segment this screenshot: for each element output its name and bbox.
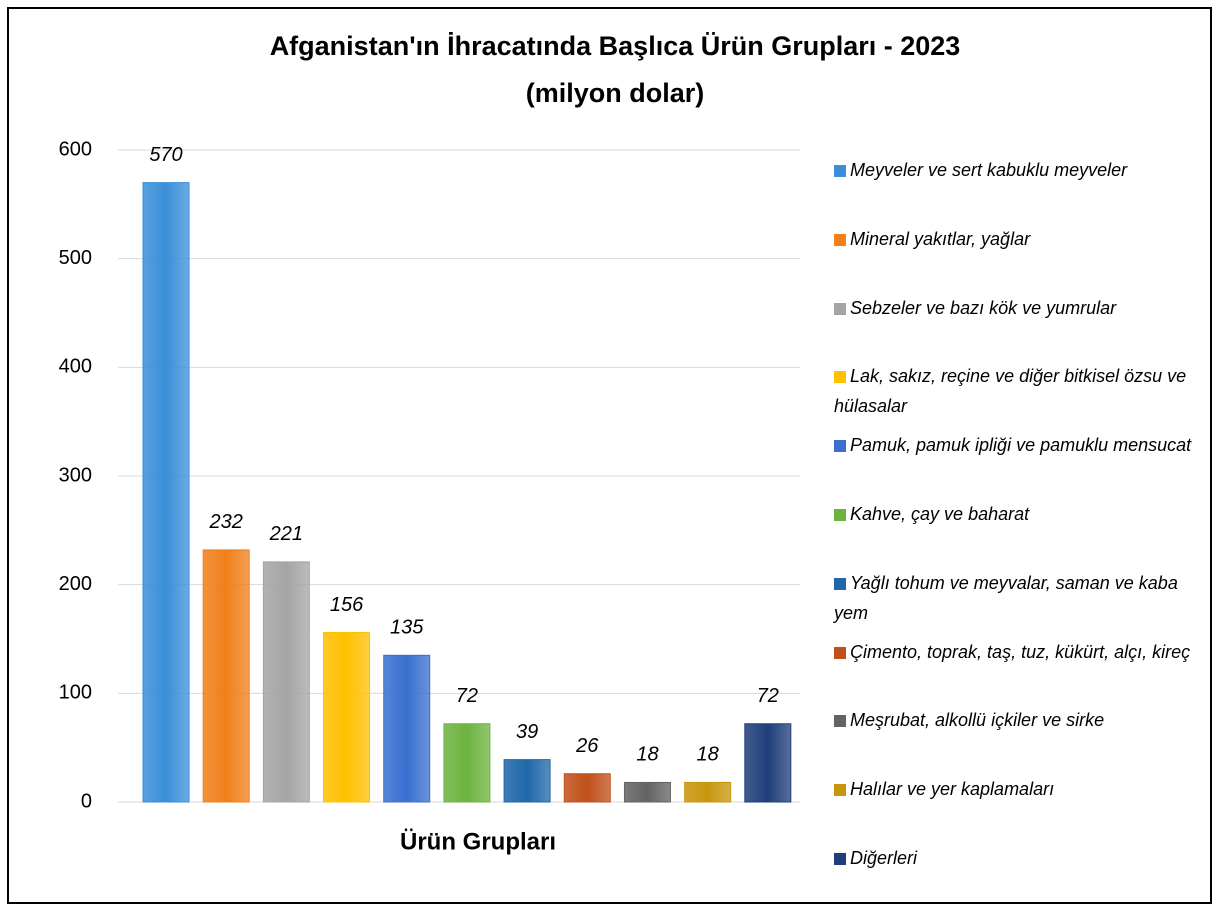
chart-subtitle: (milyon dolar)	[526, 78, 705, 108]
y-tick-label: 600	[59, 138, 92, 160]
legend-label: Mineral yakıtlar, yağlar	[850, 228, 1031, 249]
legend-swatch	[834, 302, 846, 315]
bar	[684, 781, 732, 803]
legend-label: Lak, sakız, reçine ve diğer bitkisel özs…	[834, 366, 1187, 417]
legend-label: Kahve, çay ve baharat	[850, 504, 1030, 524]
legend-swatch	[834, 715, 846, 728]
legend-label: Halılar ve yer kaplamaları	[850, 779, 1055, 800]
data-label: 18	[636, 744, 658, 766]
bar	[202, 549, 250, 803]
data-label: 72	[757, 685, 779, 707]
legend-entry: Meyveler ve sert kabuklu meyveler	[834, 155, 1209, 185]
legend-entry: Diğerleri	[834, 843, 1209, 873]
data-label: 18	[697, 744, 719, 766]
legend-swatch	[834, 233, 846, 246]
legend-entry: Mineral yakıtlar, yağlar	[834, 224, 1209, 254]
legend-entry: Çimento, toprak, taş, tuz, kükürt, alçı,…	[834, 637, 1209, 667]
legend-entry: Kahve, çay ve baharat	[834, 499, 1209, 529]
legend-swatch	[834, 371, 846, 384]
y-tick-label: 100	[59, 682, 92, 704]
legend-entry: Meşrubat, alkollü içkiler ve sirke	[834, 705, 1209, 735]
data-label: 232	[208, 511, 242, 533]
legend-swatch	[834, 646, 846, 659]
legend-swatch	[834, 509, 846, 521]
bar	[142, 182, 190, 803]
legend-label: Diğerleri	[850, 848, 918, 868]
legend-label: Yağlı tohum ve meyvalar, saman ve kaba y…	[834, 572, 1178, 623]
legend-label: Meyveler ve sert kabuklu meyveler	[850, 160, 1128, 180]
bar	[623, 781, 671, 803]
chart-title: Afganistan'ın İhracatında Başlıca Ürün G…	[270, 31, 961, 61]
data-label: 221	[269, 523, 303, 545]
bar	[744, 723, 792, 803]
bar	[503, 759, 551, 803]
data-label: 39	[516, 721, 538, 743]
legend-swatch	[834, 440, 846, 453]
legend-label: Meşrubat, alkollü içkiler ve sirke	[850, 710, 1105, 731]
y-tick-label: 400	[59, 356, 92, 378]
legend-swatch	[834, 577, 846, 590]
data-label: 156	[330, 594, 364, 616]
legend-label: Pamuk, pamuk ipliği ve pamuklu mensucat	[850, 435, 1192, 456]
legend-entry: Lak, sakız, reçine ve diğer bitkisel özs…	[834, 361, 1209, 421]
legend-swatch	[834, 165, 846, 177]
legend-label: Çimento, toprak, taş, tuz, kükürt, alçı,…	[850, 641, 1191, 662]
legend-swatch	[834, 853, 846, 865]
x-axis-label: Ürün Grupları	[400, 828, 556, 855]
bar	[563, 773, 611, 803]
bar	[323, 631, 371, 803]
legend-label: Sebzeler ve bazı kök ve yumrular	[850, 297, 1117, 318]
legend-entry: Pamuk, pamuk ipliği ve pamuklu mensucat	[834, 430, 1209, 460]
bar	[443, 723, 491, 803]
bar	[262, 561, 310, 803]
legend-swatch	[834, 784, 846, 797]
data-label: 570	[149, 144, 182, 166]
y-tick-label: 200	[59, 573, 92, 595]
data-label: 26	[575, 735, 599, 757]
legend-entry: Halılar ve yer kaplamaları	[834, 774, 1209, 804]
legend-entry: Sebzeler ve bazı kök ve yumrular	[834, 293, 1209, 323]
data-label: 135	[390, 617, 424, 639]
y-tick-label: 0	[81, 790, 92, 812]
data-label: 72	[456, 685, 478, 707]
y-tick-label: 300	[59, 464, 92, 486]
legend-entry: Yağlı tohum ve meyvalar, saman ve kaba y…	[834, 568, 1209, 628]
y-tick-label: 500	[59, 247, 92, 269]
bar	[383, 654, 431, 803]
